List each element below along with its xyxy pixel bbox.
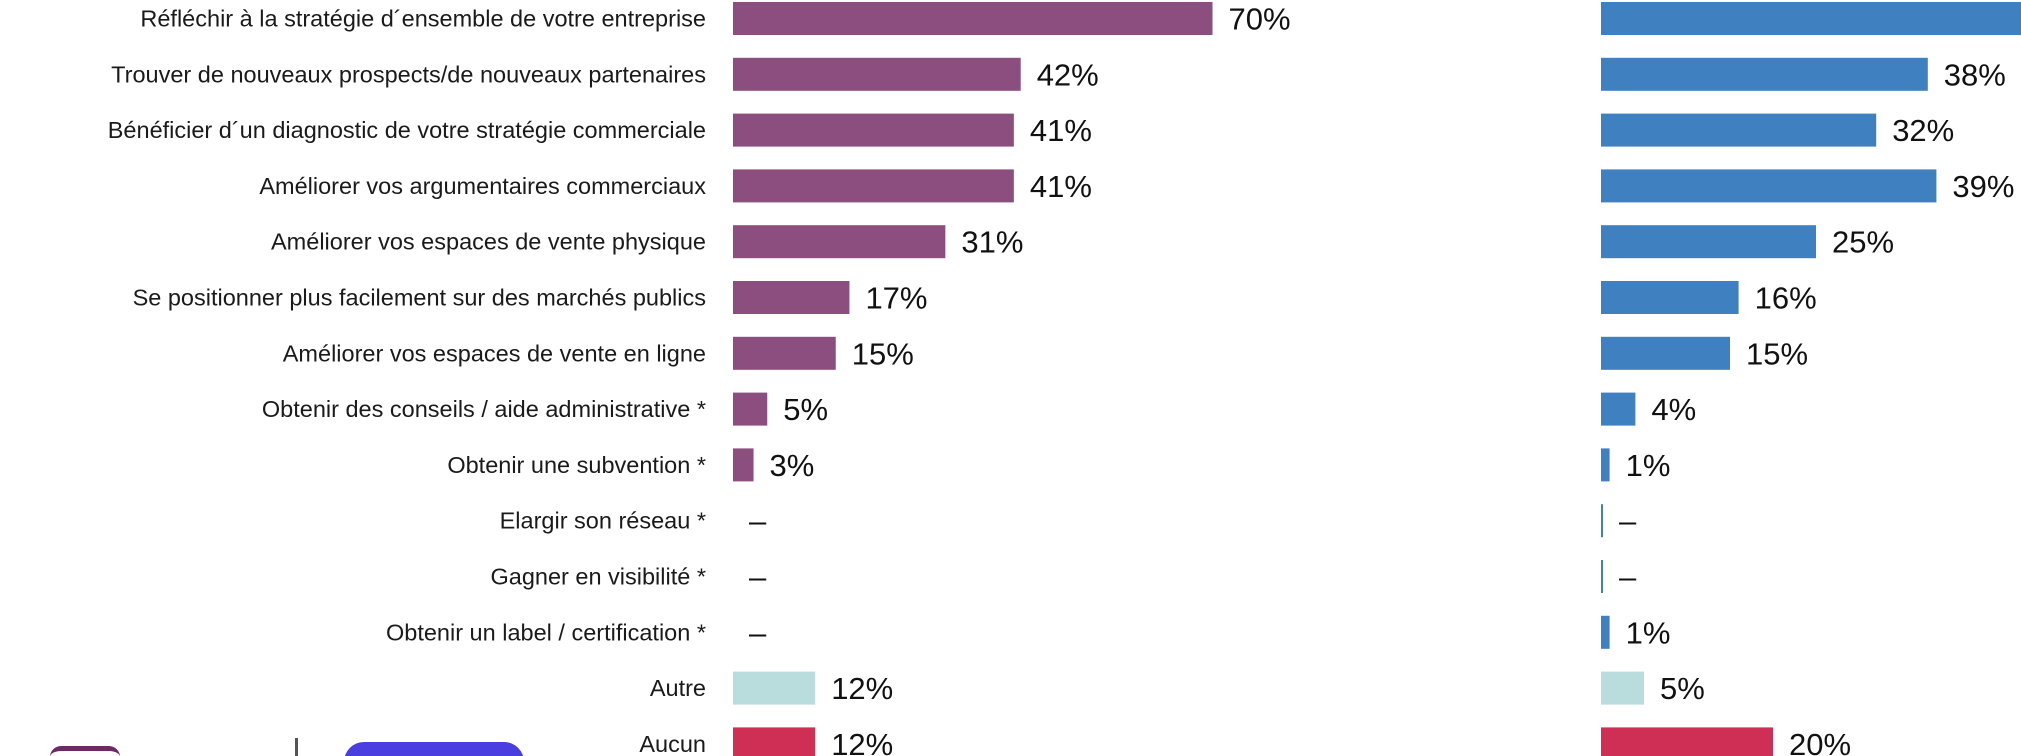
data-label-series1: 42% [1037, 57, 1099, 92]
data-label-series1: 70% [1229, 2, 1291, 37]
logo-divider [295, 738, 298, 756]
bar-series1 [733, 169, 1014, 203]
data-label-series1: 17% [865, 281, 927, 316]
category-label: Obtenir un label / certification * [386, 619, 706, 645]
data-label-series2: 39% [1952, 169, 2014, 204]
bar-series2 [1601, 448, 1610, 482]
bar-series2 [1601, 727, 1773, 756]
data-label-series2: 25% [1832, 225, 1894, 260]
bar-series2 [1601, 113, 1877, 147]
bar-series2 [1601, 560, 1603, 593]
data-label-series2: 20% [1789, 727, 1851, 756]
data-label-series2: 38% [1944, 57, 2006, 92]
bar-series2 [1601, 504, 1603, 538]
bar-series1 [733, 727, 816, 756]
category-label: Autre [650, 675, 706, 701]
data-label-series2: 15% [1746, 336, 1808, 371]
category-label: Elargir son réseau * [500, 508, 706, 534]
bar-series2 [1601, 671, 1644, 705]
data-label-series1: – [749, 560, 767, 595]
data-label-series1: 12% [831, 671, 893, 706]
bar-series2 [1601, 225, 1816, 259]
category-label: Trouver de nouveaux prospects/de nouveau… [111, 61, 706, 87]
bar-series2 [1601, 57, 1928, 91]
data-label-series2: 5% [1660, 671, 1705, 706]
bar-series2 [1601, 2, 2021, 35]
brand-logo-icon [50, 746, 120, 756]
data-label-series1: 3% [770, 448, 815, 483]
data-label-series1: – [749, 615, 767, 650]
category-label: Obtenir une subvention * [447, 452, 706, 478]
bar-series1 [733, 225, 946, 259]
bar-series1 [733, 113, 1014, 147]
bar-series2 [1601, 615, 1610, 649]
bar-series1 [733, 448, 754, 482]
category-label: Améliorer vos espaces de vente physique [271, 229, 706, 255]
bar-series1 [733, 2, 1213, 35]
category-label: Bénéficier d´un diagnostic de votre stra… [108, 117, 706, 143]
data-label-series2: – [1619, 560, 1637, 595]
category-label: Obtenir des conseils / aide administrati… [262, 396, 706, 422]
data-label-series2: 4% [1651, 392, 1696, 427]
bar-series2 [1601, 281, 1739, 314]
data-label-series2: 32% [1892, 113, 1954, 148]
data-label-series1: 41% [1030, 113, 1092, 148]
bar-series1 [733, 671, 816, 705]
brand-pill-logo [344, 742, 524, 756]
category-label: Améliorer vos espaces de vente en ligne [283, 340, 706, 366]
bar-series2 [1601, 392, 1636, 426]
bar-series2 [1601, 336, 1730, 370]
data-label-series1: 12% [831, 727, 893, 756]
data-label-series2: 1% [1626, 615, 1671, 650]
data-label-series1: 31% [961, 225, 1023, 260]
bar-series1 [733, 281, 850, 314]
bar-series2 [1601, 169, 1937, 203]
data-label-series2: 16% [1755, 281, 1817, 316]
bar-series1 [733, 392, 768, 426]
bar-series1 [733, 336, 836, 370]
data-label-series1: 5% [783, 392, 828, 427]
data-label-series1: 15% [852, 336, 914, 371]
data-label-series1: 41% [1030, 169, 1092, 204]
footer-logo-area [40, 738, 560, 756]
bar-series1 [733, 57, 1021, 91]
category-label: Aucun [639, 731, 706, 756]
category-label: Améliorer vos argumentaires commerciaux [259, 173, 706, 199]
category-label: Se positionner plus facilement sur des m… [133, 285, 706, 311]
data-label-series1: – [749, 504, 767, 539]
category-label: Réfléchir à la stratégie d´ensemble de v… [140, 6, 706, 32]
data-label-series2: – [1619, 504, 1637, 539]
data-label-series2: 1% [1626, 448, 1671, 483]
category-label: Gagner en visibilité * [490, 564, 706, 590]
